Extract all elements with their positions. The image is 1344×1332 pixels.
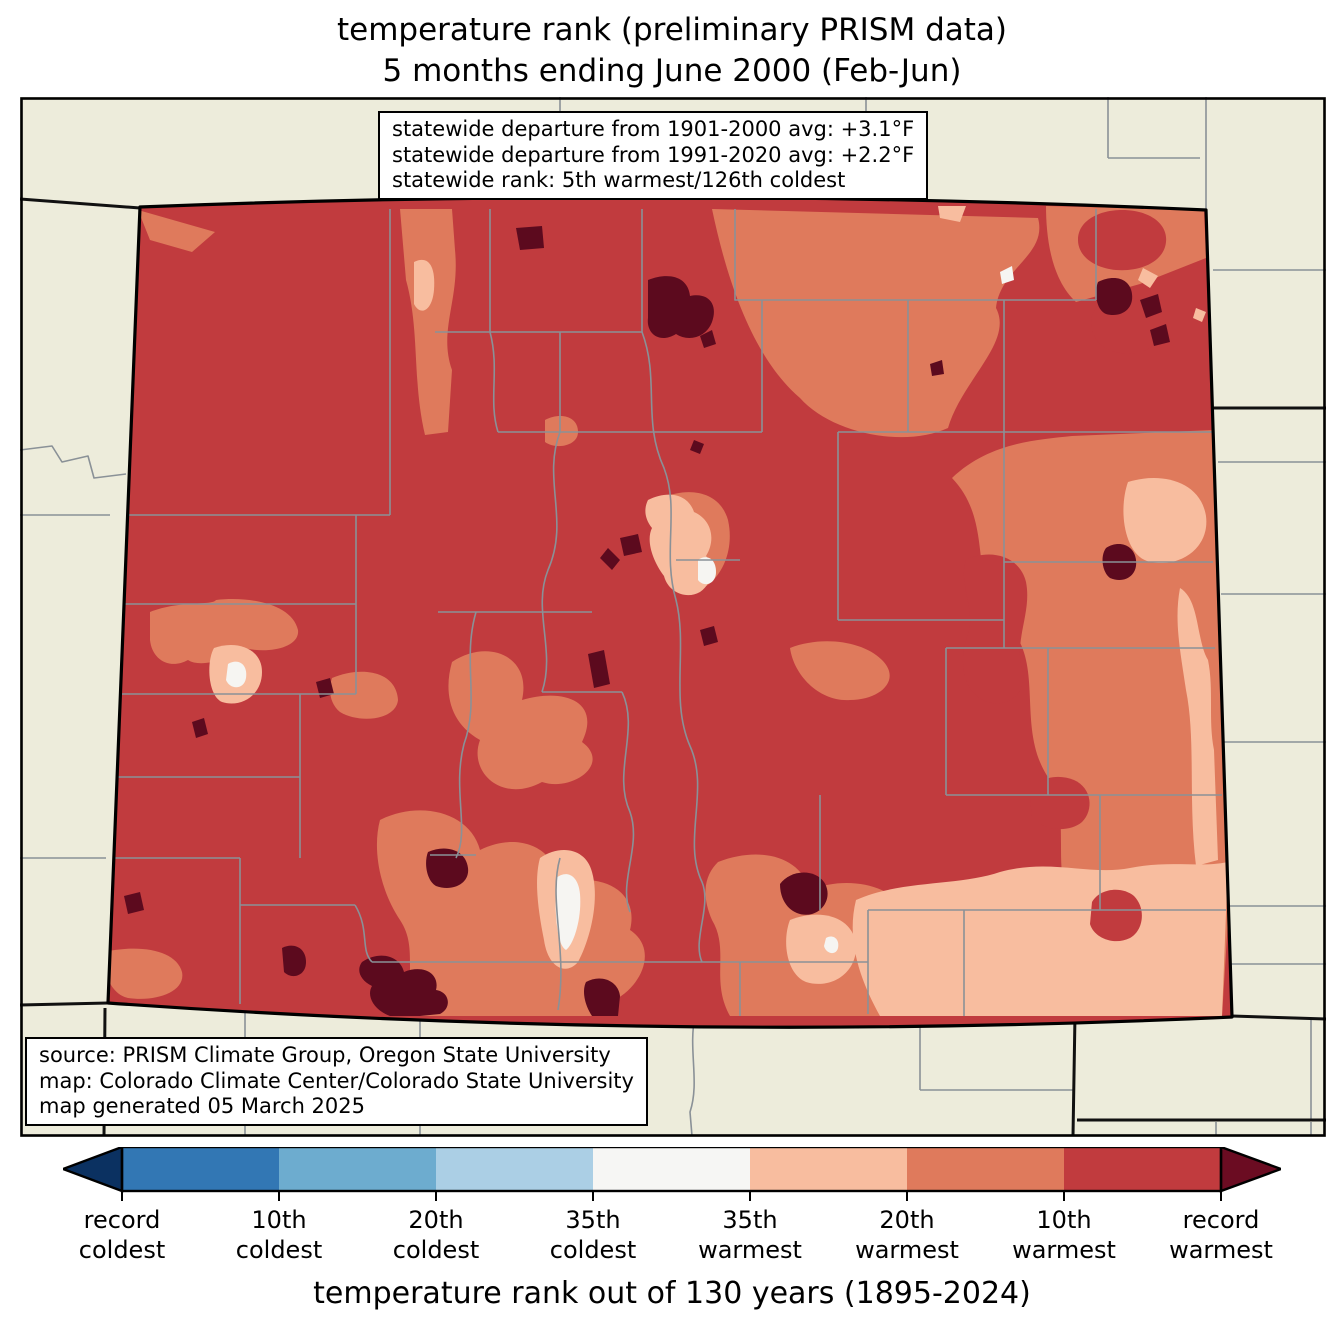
- colorado-county-lines: [108, 209, 1226, 1016]
- colorbar-label-35th-coldest: 35th coldest: [549, 1206, 637, 1264]
- colorbar-label-20th-coldest: 20th coldest: [392, 1206, 480, 1264]
- statewide-stats-box: statewide departure from 1901-2000 avg: …: [378, 111, 929, 200]
- rank-colorbar: [59, 1145, 1285, 1205]
- map-generated-line: map generated 05 March 2025: [39, 1094, 366, 1119]
- colorbar-outline: [120, 1145, 1223, 1193]
- map-panel: [19, 97, 1327, 1137]
- figure-title-line1: temperature rank (preliminary PRISM data…: [336, 12, 1007, 48]
- colorbar-label-10th-coldest: 10th coldest: [235, 1206, 323, 1264]
- figure-title-line2: 5 months ending June 2000 (Feb-Jun): [382, 52, 962, 89]
- stats-line-1901-2000: statewide departure from 1901-2000 avg: …: [392, 117, 915, 141]
- colorbar-segment-1: [279, 1147, 436, 1191]
- rank-regions-record-warmest: [124, 226, 1170, 1016]
- colorbar-segment-2: [436, 1147, 593, 1191]
- colorbar-left-arrow: [59, 1145, 124, 1193]
- colorbar-label-20th-warmest: 20th warmest: [855, 1206, 959, 1264]
- source-line: source: PRISM Climate Group, Oregon Stat…: [39, 1043, 611, 1067]
- colorbar-right-arrow: [1219, 1145, 1285, 1193]
- stats-line-1991-2020: statewide departure from 1991-2020 avg: …: [392, 142, 915, 167]
- colorbar-label-record-coldest: record coldest: [78, 1206, 166, 1264]
- colorbar-segment-5: [907, 1147, 1064, 1191]
- stats-line-rank: statewide rank: 5th warmest/126th coldes…: [392, 168, 846, 193]
- map-credit-line: map: Colorado Climate Center/Colorado St…: [39, 1068, 634, 1093]
- colorbar-label-record-warmest: record warmest: [1169, 1206, 1273, 1264]
- source-box: source: PRISM Climate Group, Oregon Stat…: [25, 1037, 648, 1126]
- rank-regions-near-median: [226, 266, 1014, 954]
- map-frame: [20, 97, 1326, 1137]
- colorbar-label-35th-warmest: 35th warmest: [698, 1206, 802, 1264]
- colorbar-segment-3: [593, 1147, 750, 1191]
- rank-colorbar-svg: [59, 1145, 1285, 1201]
- colorbar-segment-6: [1064, 1147, 1221, 1191]
- figure-title: temperature rank (preliminary PRISM data…: [0, 10, 1344, 92]
- colorado-temperature-rank-map: [19, 97, 1327, 1137]
- colorbar-segment-4: [750, 1147, 907, 1191]
- colorbar-segment-0: [122, 1147, 279, 1191]
- colorbar-axis-label: temperature rank out of 130 years (1895-…: [313, 1276, 1031, 1311]
- colorbar-label-10th-warmest: 10th warmest: [1012, 1206, 1116, 1264]
- neighbor-state-borders: [19, 197, 1327, 1137]
